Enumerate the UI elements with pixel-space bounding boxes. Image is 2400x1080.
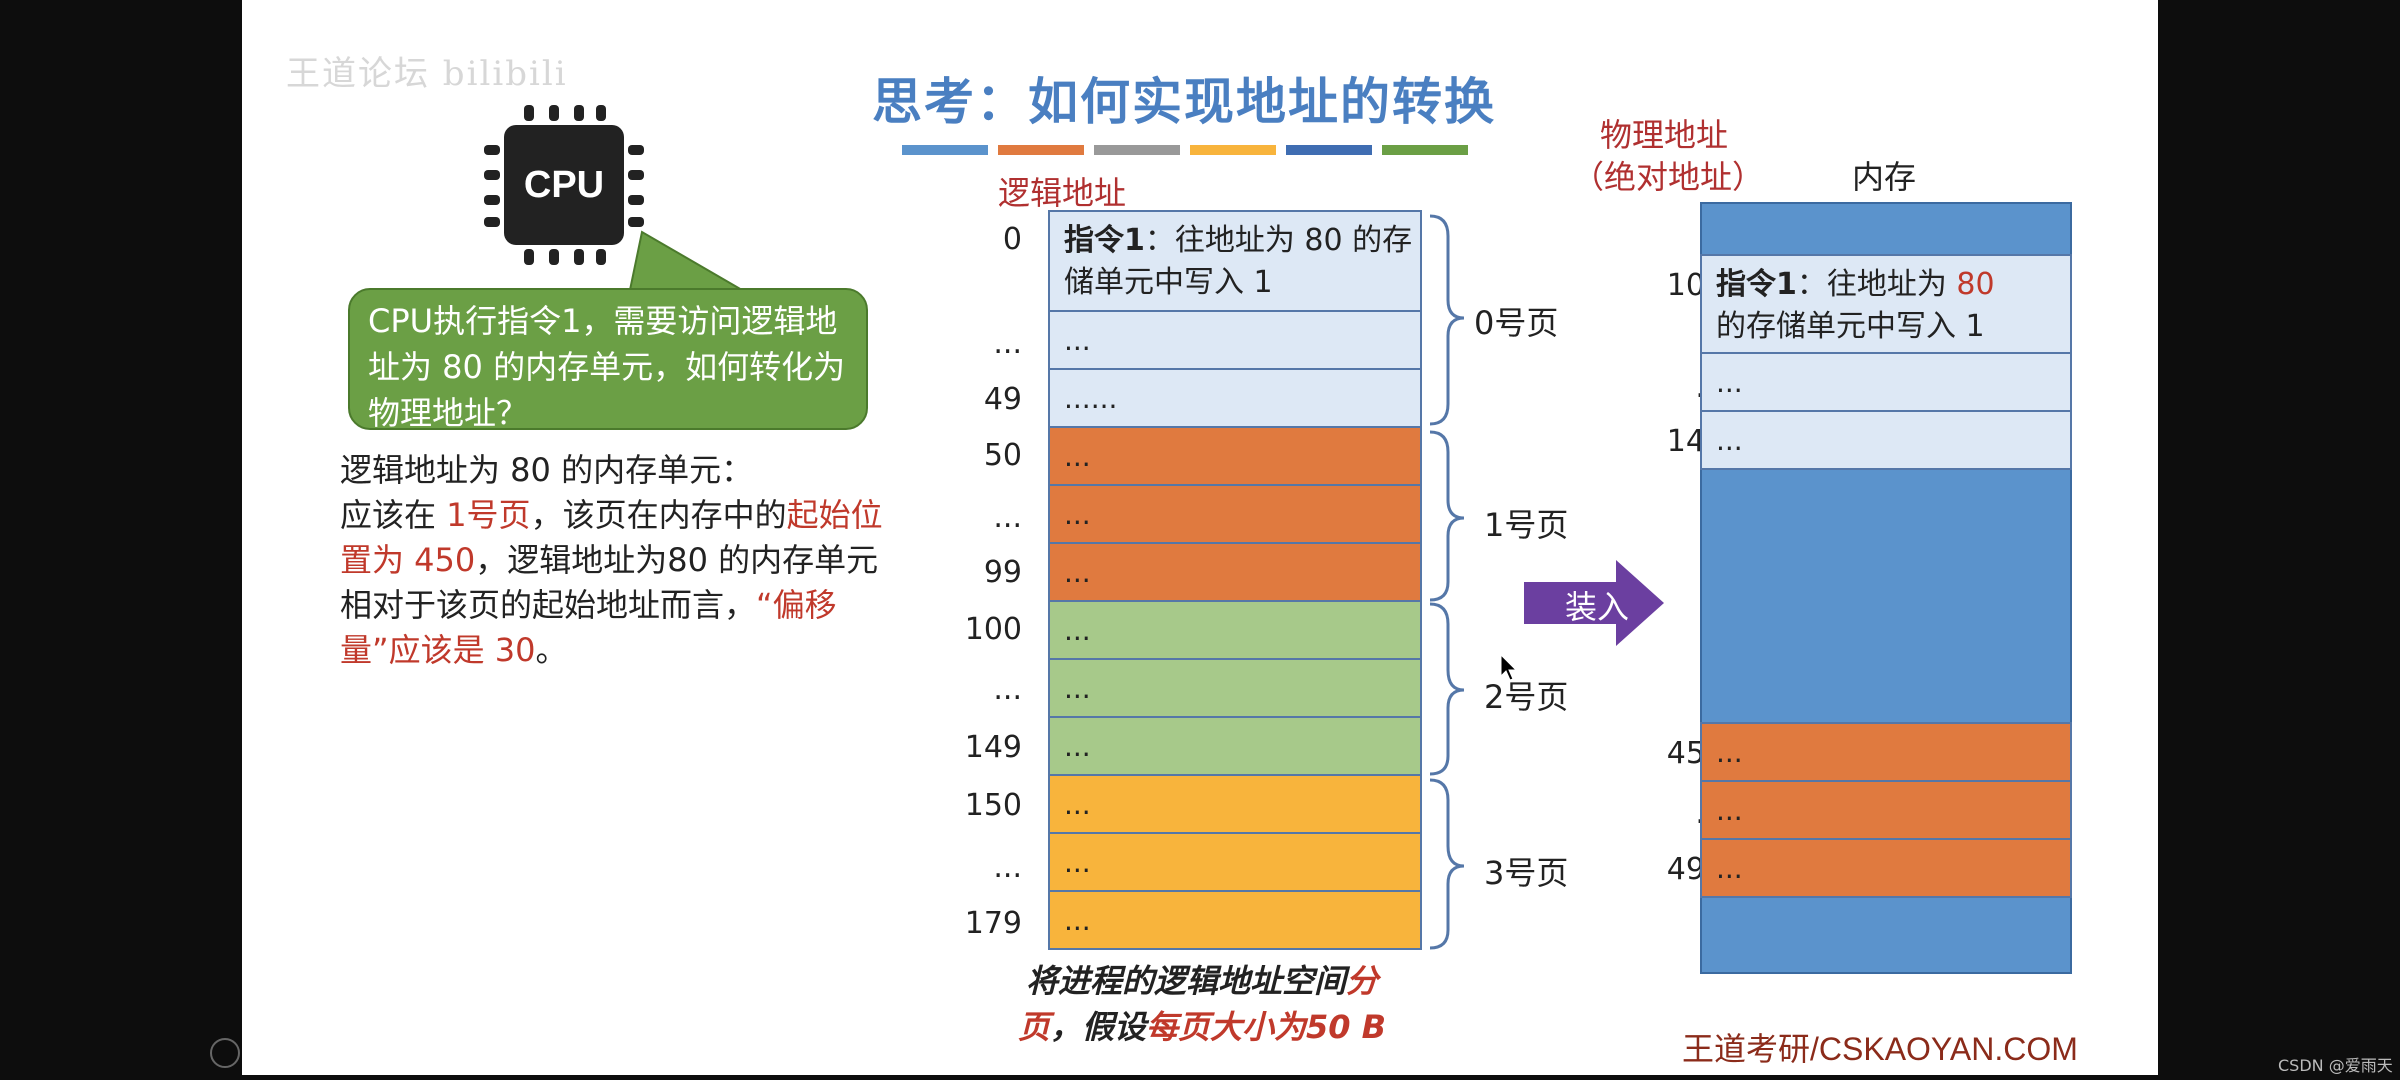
load-arrow-label: 装入 [1564,588,1629,626]
logical-cell: ... [1048,890,1422,950]
brace-page-0 [1429,214,1465,426]
memory-title: 内存 [1852,158,1917,196]
csdn-watermark: CSDN @爱雨天 [2278,1056,2393,1075]
logical-addr: ... [993,850,1022,885]
logical-cell-0: 指令1：往地址为 80 的存储单元中写入 1 [1048,210,1422,312]
explain-l2c: ，该页在内存中的 [530,496,787,534]
logical-cell: ... [1048,600,1422,660]
logical-cell: ... [1048,484,1422,544]
page-label-0: 0号页 [1474,304,1559,342]
title-swatch-5 [1286,145,1372,155]
logical-addr: 100 [964,612,1022,647]
note-d: 每页大小为50 B [1145,1008,1387,1046]
logical-addr: 0 [1002,222,1022,257]
note-a: 将进程的逻辑地址空间 [1025,962,1346,1000]
memory-instr-bold: 指令1 [1716,267,1797,302]
logical-addr: 179 [964,906,1022,941]
title-swatch-4 [1190,145,1276,155]
brace-page-3 [1429,778,1465,950]
memory-cell: ... [1700,780,2072,840]
memory-cell-0: 指令1：往地址为 80 的存储单元中写入 1 [1700,254,2072,354]
logical-instr-text: ：往地址为 80 的存储单元中写入 1 [1064,223,1413,300]
speech-bubble: CPU执行指令1，需要访问逻辑地址为 80 的内存单元，如何转化为物理地址？ [348,288,868,432]
explain-start-450: 起始位置为 450 [340,496,883,579]
page-label-2: 2号页 [1484,678,1569,716]
footer-brand: 王道考研/CSKAOYAN.COM [1682,1031,2078,1067]
load-arrow-icon [1524,560,1664,646]
logical-addr: 149 [964,730,1022,765]
bottom-note: 将进程的逻辑地址空间分页，假设每页大小为50 B [1012,958,1392,1050]
logical-addr: 99 [983,555,1022,590]
memory-cell: ... [1700,838,2072,898]
logical-addr: ... [993,500,1022,535]
logical-addr: 150 [964,788,1022,823]
brace-page-1 [1429,430,1465,602]
logical-addr: ... [993,672,1022,707]
brace-page-2 [1429,602,1465,776]
page-label-3: 3号页 [1484,854,1569,892]
memory-cell: ... [1700,352,2072,412]
memory-cell: ... [1700,722,2072,782]
page-label-1: 1号页 [1484,506,1569,544]
logical-addr: 50 [983,438,1022,473]
title-swatch-3 [1094,145,1180,155]
user-icon [210,1038,240,1068]
cpu-label: CPU [523,163,605,206]
cpu-chip-icon: CPU [484,105,644,265]
note-c: ，假设 [1049,1008,1146,1046]
watermark: 王道论坛 bilibili [286,54,568,94]
title-swatch-1 [902,145,988,155]
explain-offset-30: “偏移量”应该是 30 [340,586,837,669]
explain-l2e: ，逻辑地址为80 的内存单元相对于该页的起始地址而言， [340,541,879,624]
note-b: 分页 [1017,962,1379,1046]
logical-cell: ... [1048,310,1422,370]
explain-line-1: 逻辑地址为 80 的内存单元： [340,451,754,489]
explain-page-1: 1号页 [446,496,531,534]
logical-cell: ...... [1048,368,1422,428]
mouse-cursor-icon [1500,654,1518,681]
explanation-text: 逻辑地址为 80 的内存单元： 应该在 1号页，该页在内存中的起始位置为 450… [340,448,910,673]
memory-cell: ... [1700,410,2072,470]
logical-cell: ... [1048,542,1422,602]
logical-cell: ... [1048,426,1422,486]
logical-addr: ... [993,326,1022,361]
logical-cell: ... [1048,774,1422,834]
logical-cell: ... [1048,716,1422,776]
logical-instr-bold: 指令1 [1064,223,1145,258]
title-swatch-2 [998,145,1084,155]
memory-instr-text2: 的存储单元中写入 1 [1716,309,1985,344]
physical-address-title: 物理地址 [1600,116,1729,154]
memory-instr-red: 80 [1956,267,1995,302]
logical-address-title: 逻辑地址 [998,174,1127,212]
slide: 王道论坛 bilibili 思考：如何实现地址的转换 CPU CPU执行指令1，… [242,0,2158,1075]
logical-cell: ... [1048,658,1422,718]
memory-instr-text1: ：往地址为 [1796,267,1957,302]
logical-addr: 49 [983,382,1022,417]
logical-cell: ... [1048,832,1422,892]
explain-end: 。 [535,631,568,669]
slide-title: 思考：如何实现地址的转换 [872,72,1496,131]
title-swatch-6 [1382,145,1468,155]
explain-l2a: 应该在 [340,496,447,534]
absolute-address-title: （绝对地址） [1572,158,1765,196]
